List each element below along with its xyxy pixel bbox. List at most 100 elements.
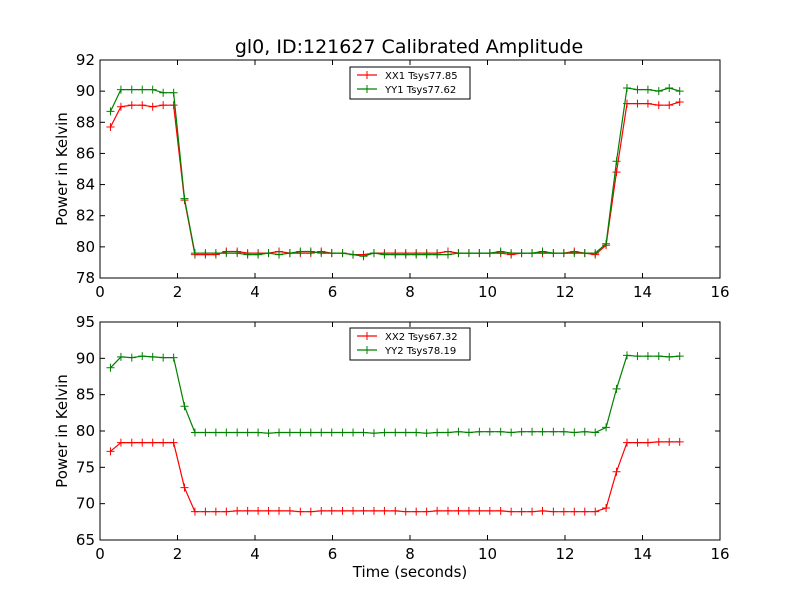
data-point [159, 353, 168, 362]
data-point [211, 428, 220, 437]
data-point [285, 506, 294, 515]
data-point [443, 506, 452, 515]
data-point [306, 428, 315, 437]
data-point [538, 506, 547, 515]
data-point [654, 87, 663, 96]
data-point [643, 99, 652, 108]
data-point [233, 249, 242, 258]
data-point [127, 353, 136, 362]
data-point [190, 249, 199, 258]
data-point [665, 437, 674, 446]
data-point [359, 428, 368, 437]
data-point [612, 157, 621, 166]
data-point [633, 352, 642, 361]
legend-box [349, 66, 471, 100]
data-point [380, 506, 389, 515]
x-tick-label: 4 [250, 545, 260, 563]
data-point [116, 438, 125, 447]
data-point [190, 428, 199, 437]
legend-marker [363, 71, 371, 79]
data-point [169, 353, 178, 362]
data-point [591, 249, 600, 258]
data-point [517, 427, 526, 436]
data-point [633, 99, 642, 108]
data-point [623, 438, 631, 447]
data-point [306, 507, 315, 516]
data-point [233, 506, 242, 515]
data-point [264, 506, 273, 515]
data-point [412, 250, 421, 259]
y-tick-label: 95 [76, 313, 95, 331]
data-point [233, 428, 242, 437]
data-point [602, 239, 611, 248]
data-point [222, 507, 231, 516]
y-tick-label: 88 [76, 113, 95, 131]
y-tick-label: 78 [76, 269, 95, 287]
data-point [580, 249, 589, 258]
data-point [633, 85, 642, 94]
data-point [180, 402, 189, 411]
data-point [127, 101, 136, 110]
data-point [507, 507, 516, 516]
legend: XX2 Tsys67.32 YY2 Tsys78.19 [349, 327, 471, 361]
data-point [475, 506, 484, 515]
chart-panel-top: 0 2 4 6 8 10 12 14 16 78 80 82 84 86 88 90 92 Power in Ke… [53, 51, 730, 301]
data-point [349, 428, 358, 437]
legend-box [349, 327, 471, 361]
data-point [169, 438, 178, 447]
data-point [570, 428, 579, 437]
data-point [159, 101, 168, 110]
data-point [243, 428, 252, 437]
x-tick-label: 14 [633, 283, 652, 301]
data-point [549, 507, 558, 516]
data-point [243, 506, 252, 515]
x-tick-label: 6 [328, 545, 338, 563]
data-point [106, 447, 115, 456]
data-point [570, 507, 579, 516]
x-tick-label: 12 [555, 283, 574, 301]
y-tick-label: 82 [76, 207, 95, 225]
data-point [222, 428, 231, 437]
data-point [538, 427, 547, 436]
data-point [507, 249, 516, 258]
x-tick-label: 16 [710, 545, 729, 563]
data-point [485, 506, 494, 515]
data-point [570, 249, 579, 258]
data-point [211, 507, 220, 516]
x-axis-label: Time (seconds) [352, 563, 468, 581]
data-point [475, 249, 484, 258]
data-point [306, 247, 315, 256]
data-point [138, 85, 147, 94]
data-point [623, 84, 631, 93]
data-point [369, 249, 378, 258]
y-tick-label: 85 [76, 386, 95, 404]
data-point [127, 438, 136, 447]
data-point [517, 507, 526, 516]
data-point [643, 85, 652, 94]
legend-marker [363, 332, 371, 340]
data-point [433, 250, 442, 259]
data-point [317, 249, 326, 258]
data-point [106, 363, 115, 372]
y-tick-label: 75 [76, 458, 95, 476]
data-point [443, 250, 452, 259]
data-point [338, 506, 347, 515]
data-point [243, 250, 252, 259]
data-point [254, 428, 263, 437]
data-point [454, 427, 463, 436]
data-point [327, 428, 336, 437]
data-point [116, 352, 125, 361]
data-point [559, 507, 568, 516]
data-point [549, 427, 558, 436]
x-tick-label: 10 [478, 283, 497, 301]
data-point [580, 427, 589, 436]
y-tick-label: 86 [76, 144, 95, 162]
chart-panel-bottom: 0 2 4 6 8 10 12 14 16 65 70 75 80 85 90 95 Power in Kelv… [53, 313, 730, 581]
x-tick-label: 12 [555, 545, 574, 563]
y-tick-label: 90 [76, 82, 95, 100]
data-point [116, 85, 125, 94]
data-point [338, 428, 347, 437]
data-point [201, 507, 210, 516]
data-point [148, 438, 157, 447]
data-point [433, 506, 442, 515]
